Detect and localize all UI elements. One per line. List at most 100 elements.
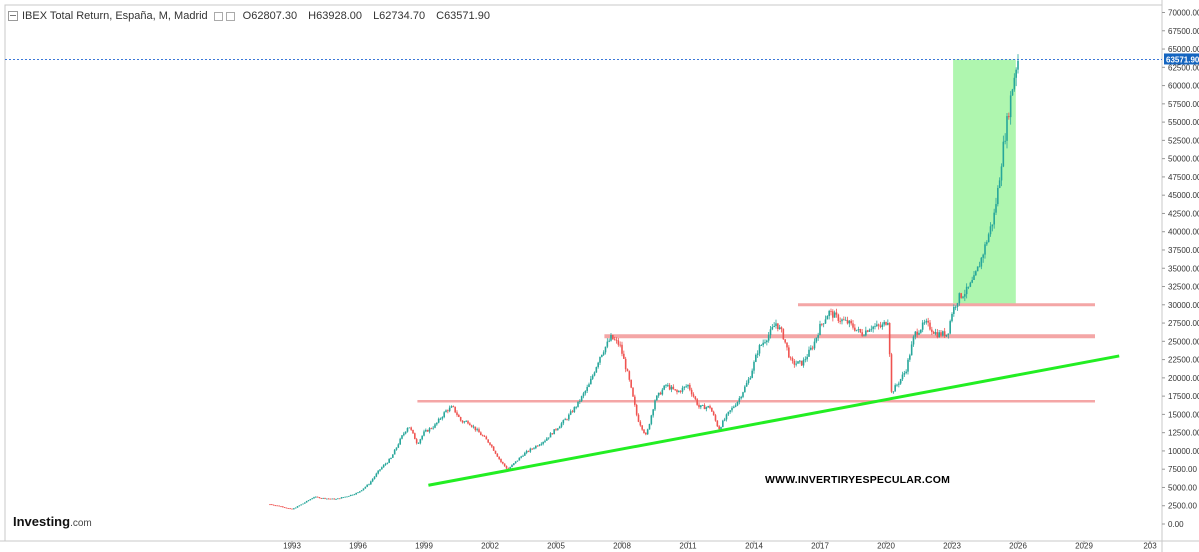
y-tick-label: 32500.00 (1168, 283, 1199, 292)
settings-icon[interactable] (213, 11, 223, 21)
y-tick-label: 55000.00 (1168, 118, 1199, 127)
y-tick-label: 67500.00 (1168, 27, 1199, 36)
candle-body (764, 342, 766, 343)
candle-body (601, 354, 603, 357)
candle-body (795, 363, 797, 365)
y-tick-label: 0.00 (1168, 520, 1184, 529)
candle-body (626, 369, 629, 372)
candle-body (613, 339, 616, 341)
candle-body (923, 322, 926, 324)
y-tick-label: 45000.00 (1168, 191, 1199, 200)
candle-body (859, 329, 862, 333)
candle-body (943, 331, 946, 337)
candle-body (386, 462, 389, 464)
candle-body (654, 400, 656, 410)
candle-body (661, 389, 664, 395)
y-tick-label: 27500.00 (1168, 319, 1199, 328)
candle-body (962, 296, 964, 298)
candle-body (727, 411, 730, 415)
candle-body (657, 392, 660, 396)
candle-body (1006, 116, 1008, 141)
x-tick-label: 2026 (1009, 542, 1027, 551)
candle-body (694, 396, 697, 400)
candle-body (766, 340, 768, 343)
candle-body (324, 497, 326, 499)
price-axis[interactable]: 70000.00 67500.00 65000.00 62500.00 60000.00… (1162, 9, 1199, 529)
candle-body (997, 188, 999, 205)
candle-body (544, 440, 546, 442)
candle-body (580, 396, 583, 402)
candle-body (685, 386, 687, 388)
candle-body (885, 322, 887, 325)
investing-logo: Investing.com (13, 514, 92, 529)
candle-body (338, 498, 341, 500)
candle-body (973, 275, 975, 280)
candle-body (648, 423, 651, 430)
hide-icon[interactable] (225, 11, 235, 21)
candle-body (971, 279, 973, 283)
candle-body (692, 394, 695, 397)
candle-body (854, 327, 856, 331)
candle-body (793, 360, 796, 365)
candle-body (839, 320, 841, 322)
candle-body (670, 386, 673, 390)
y-tick-label: 47500.00 (1168, 173, 1199, 182)
candle-body (1013, 77, 1016, 90)
candle-body (668, 385, 671, 390)
candle-body (718, 426, 720, 430)
candle-body (441, 417, 444, 419)
x-tick-label: 2008 (613, 542, 631, 551)
y-tick-label: 22500.00 (1168, 356, 1199, 365)
candle-body (329, 498, 332, 500)
candle-body (876, 324, 878, 327)
candle-body (476, 429, 478, 431)
candle-body (665, 385, 667, 386)
candle-body (326, 498, 328, 500)
candle-body (833, 312, 836, 318)
candle-body (905, 371, 907, 374)
candle-body (689, 384, 691, 390)
candle-body (362, 488, 365, 491)
candle-body (826, 316, 829, 320)
candle-body (296, 506, 299, 508)
candle-body (802, 359, 805, 366)
candle-body (379, 469, 381, 471)
candle-body (965, 286, 968, 295)
candle-body (474, 426, 477, 431)
candle-body (591, 375, 594, 379)
candle-body (390, 457, 392, 459)
candle-body (731, 407, 733, 411)
candle-body (406, 428, 409, 432)
candle-body (920, 329, 922, 333)
y-tick-label: 60000.00 (1168, 82, 1199, 91)
x-tick-label: 2029 (1075, 542, 1093, 551)
candle-body (375, 473, 378, 477)
candle-body (993, 212, 995, 225)
collapse-icon[interactable] (8, 11, 18, 21)
candle-body (870, 328, 873, 330)
candle-body (852, 323, 854, 328)
candle-body (712, 411, 715, 416)
candle-body (909, 355, 911, 360)
candle-body (463, 421, 466, 423)
candle-body (832, 311, 834, 318)
candle-body (898, 383, 900, 385)
y-tick-label: 15000.00 (1168, 410, 1199, 419)
candle-body (991, 224, 994, 227)
candle-body (478, 429, 480, 433)
candle-body (951, 313, 953, 322)
x-tick-label: 2002 (481, 542, 499, 551)
candle-body (608, 340, 610, 342)
candle-body (346, 496, 348, 498)
candle-body (469, 423, 471, 426)
candle-body (461, 420, 464, 423)
candle-body (555, 429, 557, 431)
candle-body (452, 406, 455, 408)
ohlc-readout: O62807.30 H63928.00 L62734.70 C63571.90 (243, 10, 498, 22)
candle-body (734, 405, 737, 407)
x-tick-label: 203 (1143, 542, 1157, 551)
candle-body (987, 234, 990, 243)
logo-brand: Investing (13, 514, 71, 529)
time-axis[interactable]: 1993 1996 1999 2002 2005 2008 2011 2014 2017 2020… (283, 541, 1157, 551)
